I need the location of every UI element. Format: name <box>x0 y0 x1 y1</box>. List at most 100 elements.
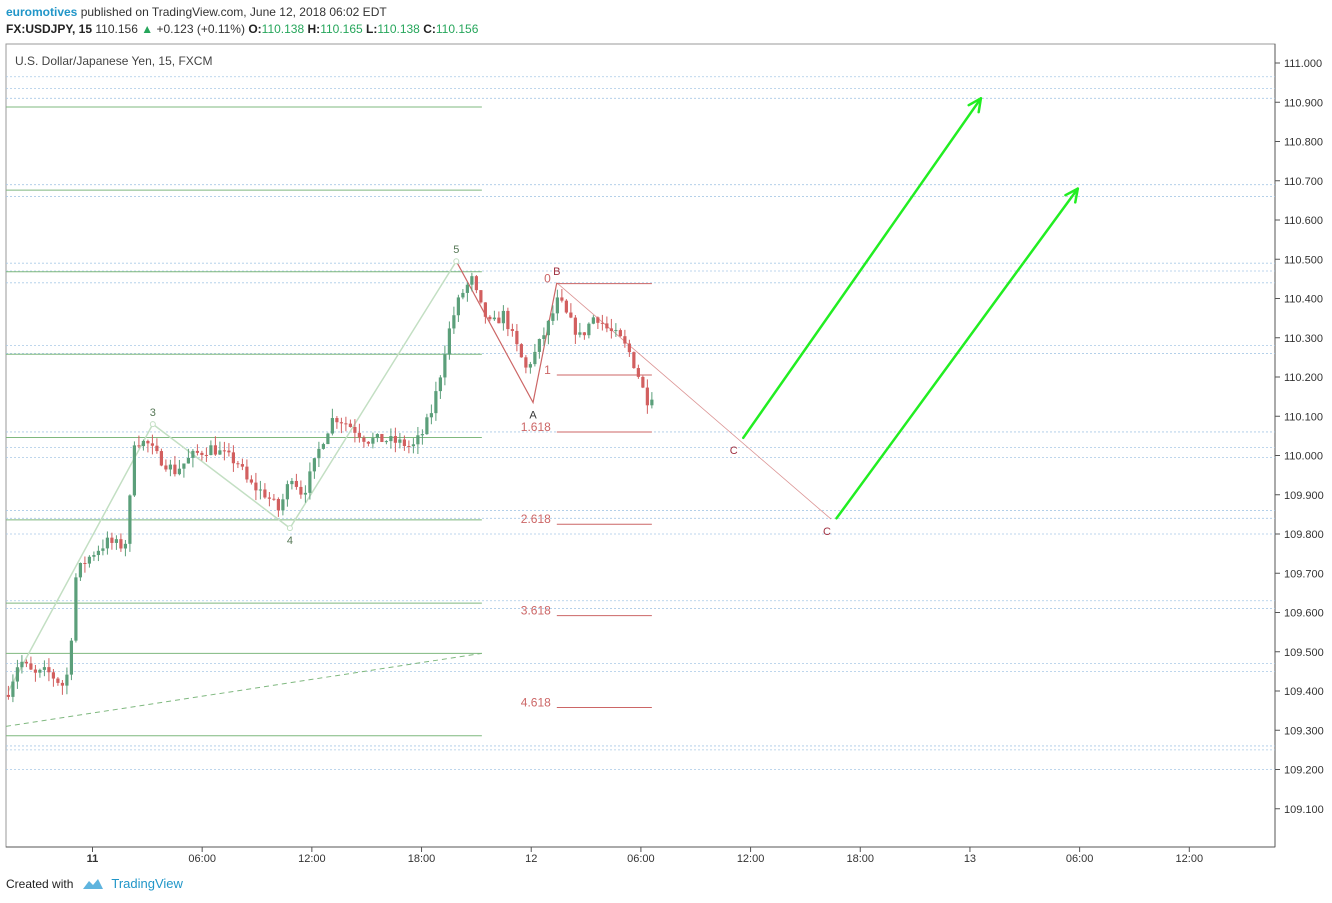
candle-up <box>578 332 582 335</box>
wave-label: B <box>553 266 560 278</box>
candle-up <box>650 399 654 406</box>
candle-down <box>357 432 361 438</box>
candle-down <box>267 497 271 499</box>
price-tick-label: 109.700 <box>1284 568 1324 580</box>
candle-down <box>155 445 159 452</box>
candle-down <box>645 387 649 406</box>
candle-up <box>105 537 110 549</box>
fib-level-label: 4.618 <box>521 695 551 709</box>
projection-arrows <box>742 97 1080 520</box>
candle-down <box>362 437 366 442</box>
price-tick-label: 110.400 <box>1284 294 1323 306</box>
candle-down <box>497 317 501 324</box>
candle-up <box>447 328 451 355</box>
candle-up <box>411 444 415 447</box>
price-tick-label: 110.300 <box>1284 333 1323 345</box>
plot-area[interactable] <box>5 43 1276 848</box>
price-tick-label: 110.200 <box>1284 372 1323 384</box>
candle-up <box>312 458 316 472</box>
candle-down <box>245 466 249 480</box>
time-tick-label: 06:00 <box>1066 853 1094 865</box>
candle-up <box>492 317 496 320</box>
time-tick-label: 12 <box>525 853 537 865</box>
candle-down <box>560 297 564 301</box>
candle-up <box>308 471 312 493</box>
fib-extension: 0 1 1.618 2.618 3.618 4.618 <box>521 272 652 709</box>
candle-up <box>128 495 132 544</box>
candle-up <box>384 441 388 443</box>
impulse-wave-line <box>7 260 457 692</box>
candle-up <box>74 577 78 641</box>
wave-label: 5 <box>453 244 459 256</box>
candle-up <box>461 292 465 298</box>
candle-up <box>303 492 307 495</box>
candle-up <box>389 436 393 442</box>
candle-up <box>290 480 294 485</box>
candle-up <box>537 339 541 352</box>
candle-down <box>236 463 240 465</box>
price-tick-label: 109.100 <box>1284 804 1324 816</box>
candle-down <box>632 352 636 369</box>
open-value: 110.138 <box>261 22 305 36</box>
candle-down <box>83 562 87 564</box>
candle-up <box>209 445 213 456</box>
candle-up <box>281 499 285 511</box>
price-tick-label: 110.000 <box>1284 451 1323 463</box>
candle-down <box>150 443 155 446</box>
candle-up <box>425 417 429 435</box>
candle-up <box>501 310 505 324</box>
candle-down <box>276 498 280 511</box>
fib-level-label: 2.618 <box>521 512 551 526</box>
fib-level-label: 0 <box>544 272 551 286</box>
candle-down <box>200 452 204 455</box>
candle-down <box>407 445 411 447</box>
candle-up <box>614 330 618 332</box>
candle-down <box>506 310 510 330</box>
publish-line: euromotives published on TradingView.com… <box>6 4 478 21</box>
last-price: 110.156 <box>95 22 138 36</box>
wave-labels: 3 4 5 A B C C <box>150 244 831 547</box>
author-link[interactable]: euromotives <box>6 5 78 19</box>
chart-title: U.S. Dollar/Japanese Yen, 15, FXCM <box>15 54 212 68</box>
wave-label: C <box>823 526 831 538</box>
candle-down <box>600 322 604 324</box>
time-axis[interactable]: 11 06:00 12:00 18:00 12 06:00 12:00 18:00 13 06:0… <box>87 847 1203 865</box>
candle-down <box>515 330 519 345</box>
candle-down <box>627 343 631 353</box>
price-tick-label: 109.200 <box>1284 765 1324 777</box>
candle-down <box>294 480 298 487</box>
candle-up <box>191 450 195 458</box>
candle-up <box>321 444 325 449</box>
candle-down <box>29 663 33 670</box>
tradingview-link[interactable]: TradingView <box>111 876 183 891</box>
candle-down <box>6 694 11 697</box>
candle-up <box>258 489 262 491</box>
candle-down <box>519 344 523 358</box>
candle-down <box>119 539 123 549</box>
candle-down <box>146 440 150 444</box>
candle-down <box>348 423 352 428</box>
price-tick-label: 109.300 <box>1284 725 1324 737</box>
wave-pivot-marker <box>286 525 293 532</box>
candle-down <box>249 479 253 483</box>
candle-down <box>24 661 29 664</box>
tradingview-cloud-icon[interactable] <box>81 877 105 891</box>
candle-down <box>510 329 514 331</box>
candle-up <box>317 448 321 459</box>
price-tick-label: 110.800 <box>1284 137 1323 149</box>
candle-down <box>569 312 573 318</box>
candle-down <box>263 489 267 498</box>
candle-down <box>254 482 258 491</box>
published-text: published on TradingView.com, June 12, 2… <box>80 5 387 19</box>
time-tick-label: 12:00 <box>737 853 765 865</box>
candle-down <box>47 667 51 673</box>
candle-down <box>641 376 645 388</box>
candle-up <box>114 539 119 543</box>
candle-up <box>438 377 442 392</box>
candle-up <box>542 335 546 340</box>
candle-up <box>420 434 424 436</box>
projection-arrow-head <box>967 97 983 114</box>
price-tick-label: 111.000 <box>1284 58 1322 70</box>
price-axis[interactable]: 111.000 110.900 110.800 110.700 110.600 110.5… <box>1275 58 1324 816</box>
